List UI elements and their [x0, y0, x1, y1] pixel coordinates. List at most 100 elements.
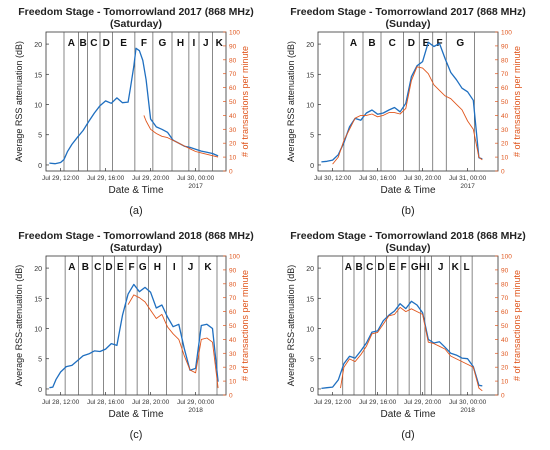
y2-tick-label: 0 — [501, 393, 505, 400]
chart-panel: Freedom Stage - Tomorrowland 2018 (868 M… — [14, 230, 254, 441]
y-tick-label: 0 — [310, 387, 314, 394]
zone-label: C — [366, 262, 373, 273]
y2-tick-label: 80 — [501, 281, 509, 288]
x-axis-label: Date & Time — [380, 185, 435, 196]
chart-title: Freedom Stage - Tomorrowland 2017 (868 M… — [18, 6, 254, 18]
y-tick-label: 20 — [306, 42, 314, 49]
chart-panel: Freedom Stage - Tomorrowland 2017 (868 M… — [286, 6, 526, 217]
x-tick-label: Jul 29, 12:00 — [314, 399, 352, 406]
y2-tick-label: 40 — [229, 337, 237, 344]
x-tick-label: Jul 29, 12:00 — [42, 175, 80, 182]
zone-label: D — [408, 38, 415, 49]
chart-title: Freedom Stage - Tomorrowland 2018 (868 M… — [290, 230, 526, 242]
y2-tick-label: 70 — [229, 71, 237, 78]
x-axis-label: Date & Time — [380, 409, 435, 420]
y-tick-label: 5 — [310, 357, 314, 364]
zone-label: B — [82, 262, 89, 273]
y2-tick-label: 80 — [229, 281, 237, 288]
chart-panel: Freedom Stage - Tomorrowland 2017 (868 M… — [14, 6, 254, 217]
chart-title: Freedom Stage - Tomorrowland 2017 (868 M… — [290, 6, 526, 18]
zone-label: H — [177, 38, 184, 49]
plot-area — [317, 31, 499, 172]
zone-label: F — [128, 262, 134, 273]
y2-tick-label: 10 — [501, 155, 509, 162]
y2-tick-label: 70 — [229, 295, 237, 302]
y2-tick-label: 20 — [501, 141, 509, 148]
y2-tick-label: 80 — [229, 57, 237, 64]
chart-subtitle: (Saturday) — [110, 18, 162, 30]
transactions-series-line — [340, 306, 483, 392]
y2-tick-label: 50 — [229, 99, 237, 106]
panel-caption: (d) — [401, 429, 414, 441]
y2-tick-label: 30 — [501, 127, 509, 134]
zone-label: J — [203, 38, 209, 49]
zone-label: J — [188, 262, 194, 273]
rss-series-line — [321, 41, 483, 163]
zone-label: K — [204, 262, 212, 273]
y2-axis-label: # of transactions per minute — [512, 270, 522, 381]
y-tick-label: 10 — [306, 103, 314, 110]
zone-label: H — [419, 262, 426, 273]
zone-label: I — [173, 262, 176, 273]
y2-tick-label: 10 — [501, 379, 509, 386]
y2-tick-label: 10 — [229, 379, 237, 386]
x-tick-label: Jul 28, 20:00 — [132, 399, 170, 406]
zone-label: G — [139, 262, 147, 273]
y-tick-label: 15 — [34, 72, 42, 79]
panel-caption: (a) — [129, 205, 142, 217]
panel-caption: (b) — [401, 205, 414, 217]
chart-subtitle: (Sunday) — [386, 242, 431, 254]
x-tick-label: Jul 29, 16:00 — [87, 175, 125, 182]
transactions-series-line — [332, 66, 483, 165]
x-axis-label: Date & Time — [108, 185, 163, 196]
x-tick-label: Jul 30, 20:00 — [404, 175, 442, 182]
y-tick-label: 15 — [34, 296, 42, 303]
y2-tick-label: 100 — [501, 30, 512, 37]
x-tick-label: Jul 29, 00:00 — [177, 399, 215, 406]
y2-tick-label: 0 — [229, 169, 233, 176]
y2-tick-label: 100 — [229, 254, 240, 261]
y2-axis-label: # of transactions per minute — [240, 270, 250, 381]
zone-label: E — [389, 262, 396, 273]
y2-tick-label: 50 — [501, 99, 509, 106]
y2-tick-label: 70 — [501, 71, 509, 78]
zone-label: C — [90, 38, 97, 49]
y-tick-label: 5 — [38, 133, 42, 140]
zone-label: A — [350, 38, 357, 49]
y2-tick-label: 100 — [229, 30, 240, 37]
plot-area — [317, 255, 499, 396]
y-tick-label: 20 — [34, 42, 42, 49]
y-tick-label: 15 — [306, 296, 314, 303]
y-tick-label: 10 — [306, 327, 314, 334]
y-axis-label: Average RSS attenuation (dB) — [14, 41, 24, 162]
transactions-series-line — [143, 115, 219, 158]
zone-label: A — [345, 262, 352, 273]
x-tick-label: Jul 29, 20:00 — [404, 399, 442, 406]
y2-tick-label: 90 — [229, 43, 237, 50]
chart-subtitle: (Sunday) — [386, 18, 431, 30]
x-tick-label: Jul 30, 12:00 — [314, 175, 352, 182]
y-axis-label: Average RSS-attenuation (dB) — [286, 265, 296, 386]
y-tick-label: 10 — [34, 103, 42, 110]
zone-label: C — [389, 38, 396, 49]
y2-tick-label: 40 — [501, 113, 509, 120]
y2-tick-label: 90 — [501, 43, 509, 50]
zone-label: F — [141, 38, 147, 49]
y-tick-label: 0 — [38, 387, 42, 394]
y2-axis-label: # of transactions per minute — [240, 46, 250, 157]
x-tick-label: Jul 29, 16:00 — [359, 399, 397, 406]
transactions-series-line — [127, 294, 219, 389]
y2-tick-label: 30 — [229, 127, 237, 134]
y-tick-label: 15 — [306, 72, 314, 79]
x-axis-label: Date & Time — [108, 409, 163, 420]
zone-label: J — [438, 262, 444, 273]
y-tick-label: 20 — [306, 266, 314, 273]
y2-tick-label: 40 — [229, 113, 237, 120]
x-year-label: 2018 — [460, 407, 475, 414]
chart-subtitle: (Saturday) — [110, 242, 162, 254]
zone-label: B — [355, 262, 362, 273]
zone-label: B — [80, 38, 87, 49]
y-axis-label: Average RSS-attenuation (dB) — [14, 265, 24, 386]
zone-label: G — [456, 38, 464, 49]
